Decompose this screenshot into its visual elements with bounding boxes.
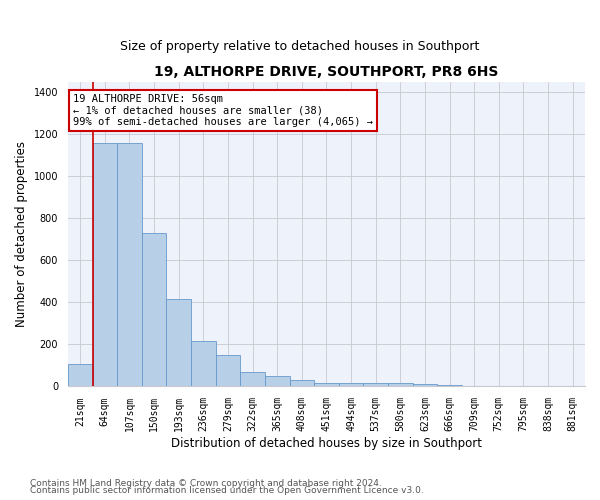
Bar [314, 382, 339, 386]
Bar [117, 142, 142, 386]
Bar [339, 382, 364, 386]
X-axis label: Distribution of detached houses by size in Southport: Distribution of detached houses by size … [171, 437, 482, 450]
Bar [142, 233, 166, 386]
Title: 19, ALTHORPE DRIVE, SOUTHPORT, PR8 6HS: 19, ALTHORPE DRIVE, SOUTHPORT, PR8 6HS [154, 65, 499, 79]
Bar [265, 376, 290, 386]
Bar [191, 342, 215, 386]
Bar [290, 380, 314, 386]
Bar [437, 385, 462, 386]
Bar [68, 364, 92, 386]
Bar [92, 142, 117, 386]
Bar [388, 384, 413, 386]
Text: Contains HM Land Registry data © Crown copyright and database right 2024.: Contains HM Land Registry data © Crown c… [30, 478, 382, 488]
Text: Size of property relative to detached houses in Southport: Size of property relative to detached ho… [121, 40, 479, 53]
Bar [413, 384, 437, 386]
Bar [240, 372, 265, 386]
Y-axis label: Number of detached properties: Number of detached properties [15, 141, 28, 327]
Text: Contains public sector information licensed under the Open Government Licence v3: Contains public sector information licen… [30, 486, 424, 495]
Text: 19 ALTHORPE DRIVE: 56sqm
← 1% of detached houses are smaller (38)
99% of semi-de: 19 ALTHORPE DRIVE: 56sqm ← 1% of detache… [73, 94, 373, 127]
Bar [215, 355, 240, 386]
Bar [364, 382, 388, 386]
Bar [166, 299, 191, 386]
